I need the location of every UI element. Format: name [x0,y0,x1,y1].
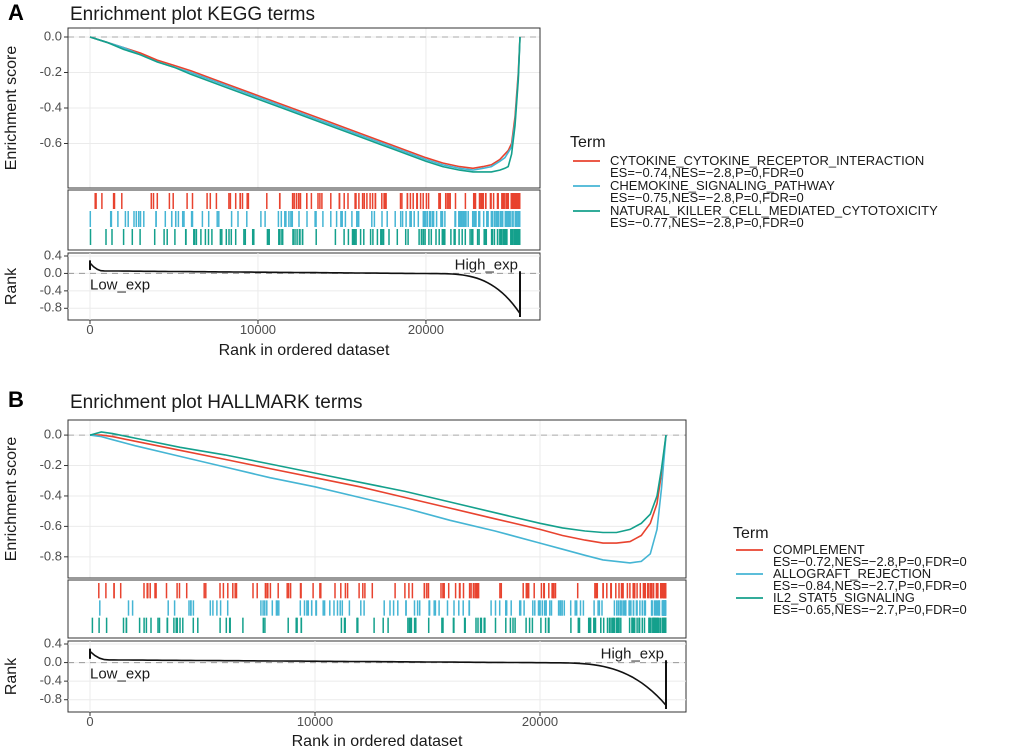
es-ylabel: Enrichment score [3,437,20,562]
rank-plot-frame [67,252,541,321]
legend-term-stats: ES=−0.65,NES=−2.7,P=0,FDR=0 [773,602,967,617]
rank-ytick-label: 0.4 [44,247,62,262]
es-ytick-label: -0.4 [40,487,62,502]
legend-title: Term [570,134,606,151]
chart-title: Enrichment plot HALLMARK terms [70,392,363,413]
rank-ytick-label: 0.0 [44,654,62,669]
panel-label: B [8,387,24,412]
es-ytick-label: -0.8 [40,548,62,563]
rank-ylabel: Rank [3,657,20,695]
legend-term-stats: ES=−0.77,NES=−2.8,P=0,FDR=0 [610,215,804,230]
es-curve-series-2 [89,434,667,564]
es-ytick-label: -0.6 [40,135,62,150]
es-ytick-label: -0.4 [40,99,62,114]
rank-ytick-label: 0.4 [44,635,62,650]
panel-a: A Enrichment plot KEGG terms 0.0 -0.2 -0.4 -0… [3,0,938,359]
rank-low-exp-label: Low_exp [90,276,150,293]
legend-term-stats: ES=−0.74,NES=−2.8,P=0,FDR=0 [610,165,804,180]
legend-term-stats: ES=−0.75,NES=−2.8,P=0,FDR=0 [610,190,804,205]
x-tick-label: 20000 [408,322,444,337]
x-axis-title: Rank in ordered dataset [292,733,463,749]
x-tick-label: 10000 [240,322,276,337]
es-plot-border [67,419,687,579]
es-curve-series-3 [89,431,667,534]
x-tick-label: 10000 [297,714,333,729]
rank-ytick-label: -0.4 [40,282,62,297]
es-ytick-label: 0.0 [44,28,62,43]
rank-ytick-label: 0.0 [44,265,62,280]
legend-term-name: IL2_STAT5_SIGNALING [773,590,915,605]
x-tick-label: 0 [86,714,93,729]
es-plot-frame [67,419,687,579]
es-ytick-label: -0.2 [40,457,62,472]
legend-term-stats: ES=−0.72,NES=−2.8,P=0,FDR=0 [773,554,967,569]
es-ylabel: Enrichment score [3,46,20,171]
es-plot-border [67,27,541,189]
rank-ytick-label: -0.8 [40,300,62,315]
legend-term-name: COMPLEMENT [773,542,865,557]
rank-high-exp-label: High_exp [455,256,518,273]
legend-term-name: ALLOGRAFT_REJECTION [773,566,931,581]
es-curve-series-1 [90,434,667,544]
legend-term-name: CHEMOKINE_SIGNALING_PATHWAY [610,178,835,193]
legend-title: Term [733,525,769,542]
rank-low-exp-label: Low_exp [90,666,150,683]
rank-metric-curve [89,262,521,314]
rank-ytick-label: -0.8 [40,691,62,706]
x-axis-title: Rank in ordered dataset [219,342,390,359]
es-ytick-label: 0.0 [44,427,62,442]
x-tick-label: 20000 [522,714,558,729]
panel-label: A [8,0,24,25]
rank-high-exp-label: High_exp [601,646,664,663]
es-ytick-label: -0.6 [40,518,62,533]
legend-term-name: CYTOKINE_CYTOKINE_RECEPTOR_INTERACTION [610,153,924,168]
rank-plot-frame [67,640,687,713]
legend-term-name: NATURAL_KILLER_CELL_MEDIATED_CYTOTOXICIT… [610,203,938,218]
es-ytick-label: -0.2 [40,64,62,79]
chart-title: Enrichment plot KEGG terms [70,4,315,25]
panel-b: B Enrichment plot HALLMARK terms 0.0 -0.2 -0… [3,387,967,749]
legend-term-stats: ES=−0.84,NES=−2.7,P=0,FDR=0 [773,578,967,593]
es-curve-series-1 [89,36,521,170]
x-tick-label: 0 [86,322,93,337]
rank-ytick-label: -0.4 [40,673,62,688]
rank-ylabel: Rank [3,267,20,305]
rank-metric-curve [89,650,667,706]
es-curve-series-3 [89,36,521,173]
